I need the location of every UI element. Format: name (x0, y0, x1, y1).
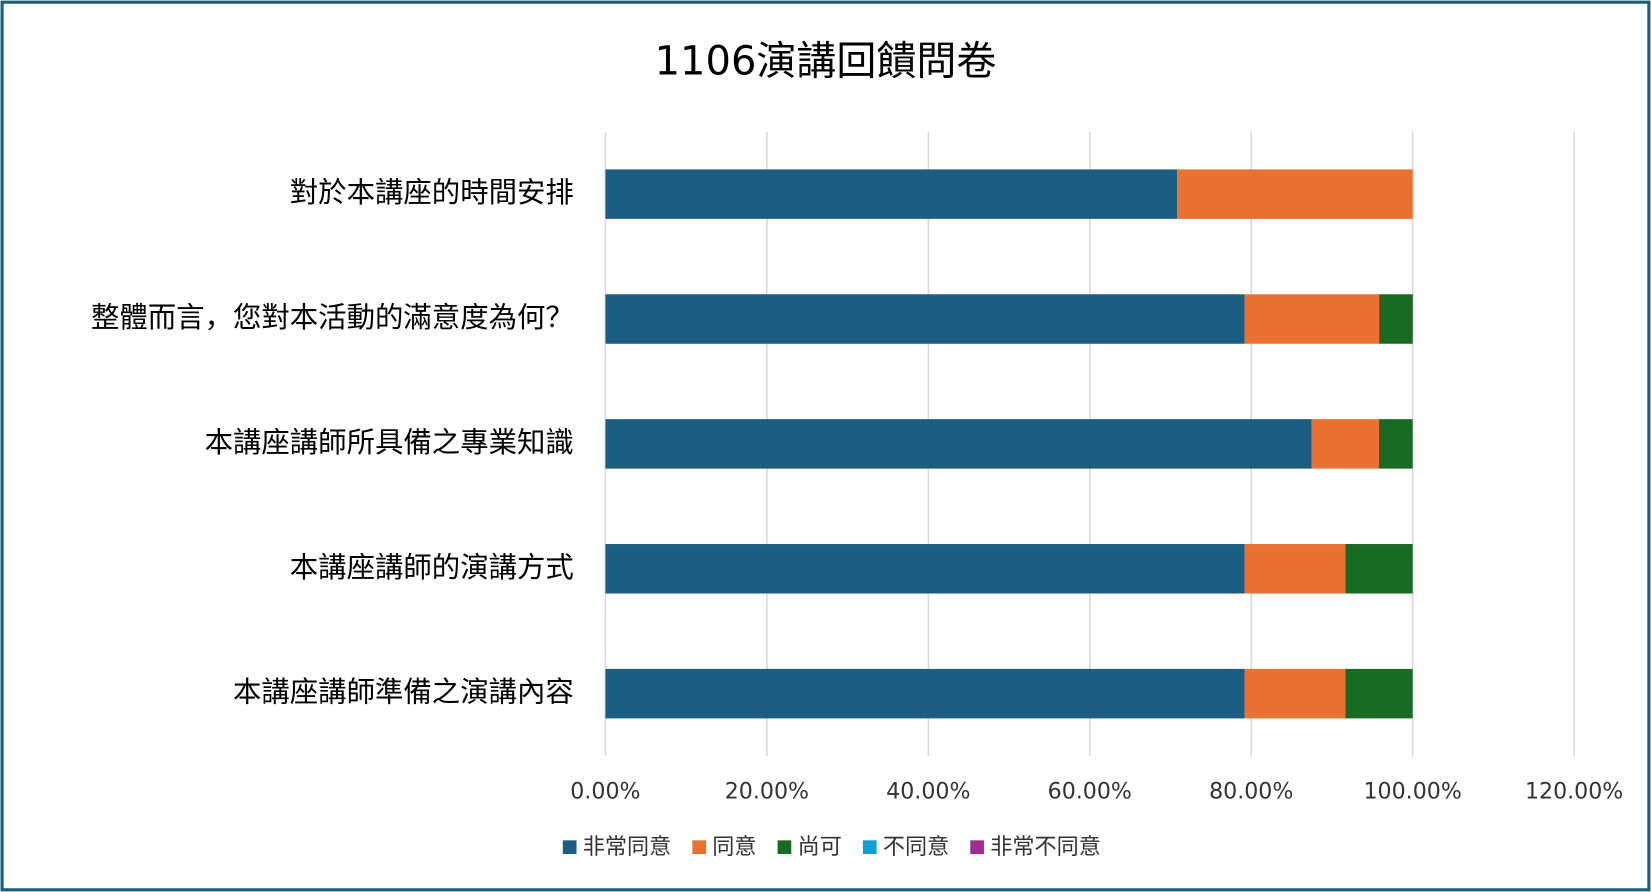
legend-swatch (562, 840, 577, 855)
y-tick-label: 本講座講師所具備之專業知識 (205, 426, 574, 459)
x-tick-label: 100.00% (1363, 778, 1461, 804)
legend-swatch (777, 840, 792, 855)
legend-label: 不同意 (883, 834, 949, 860)
legend-item: 尚可 (777, 834, 842, 860)
x-tick-label: 0.00% (570, 778, 640, 804)
bar-segment (1345, 668, 1413, 719)
bar-segment (1345, 544, 1413, 594)
legend-swatch (862, 840, 877, 855)
x-tick-label: 60.00% (1048, 778, 1132, 804)
legend-item: 非常同意 (562, 834, 671, 860)
bar-segment (605, 668, 1245, 719)
bar-segment (1379, 294, 1413, 344)
bar-segment (605, 544, 1245, 594)
y-tick-label: 整體而言，您對本活動的滿意度為何？ (91, 301, 574, 334)
legend-item: 不同意 (862, 834, 949, 860)
bar-segment (1244, 668, 1346, 719)
bar-segment (605, 294, 1245, 344)
legend-swatch (970, 840, 984, 855)
legend-label: 尚可 (798, 834, 842, 860)
bar-segment (1177, 169, 1413, 219)
bar-segment (605, 169, 1178, 219)
bar-segment (1244, 294, 1380, 344)
bar-segment (1244, 544, 1346, 594)
bar-segment (605, 419, 1312, 469)
x-tick-label: 40.00% (886, 778, 970, 804)
y-tick-label: 對於本講座的時間安排 (290, 176, 574, 209)
legend-item: 非常不同意 (970, 834, 1101, 860)
legend-item: 同意 (692, 834, 757, 860)
y-tick-label: 本講座講師的演講方式 (290, 551, 574, 584)
bar-segment (1311, 419, 1380, 469)
legend-swatch (692, 840, 707, 855)
x-tick-label: 20.00% (725, 778, 809, 804)
legend: 非常同意 同意 尚可 不同意 非常不同意 (562, 834, 1101, 860)
plot-area: 0.00% 20.00% 40.00% 60.00% 80.00% 100.00% 120.… (91, 131, 1623, 804)
x-tick-label: 80.00% (1209, 778, 1293, 804)
x-tick-label: 120.00% (1525, 778, 1623, 804)
chart-title: 1106演講回饋問卷 (655, 38, 997, 84)
legend-label: 非常不同意 (990, 834, 1101, 860)
legend-label: 同意 (712, 834, 756, 860)
bar-segment (1379, 419, 1413, 469)
y-tick-label: 本講座講師準備之演講內容 (233, 676, 574, 709)
legend-label: 非常同意 (583, 834, 671, 860)
